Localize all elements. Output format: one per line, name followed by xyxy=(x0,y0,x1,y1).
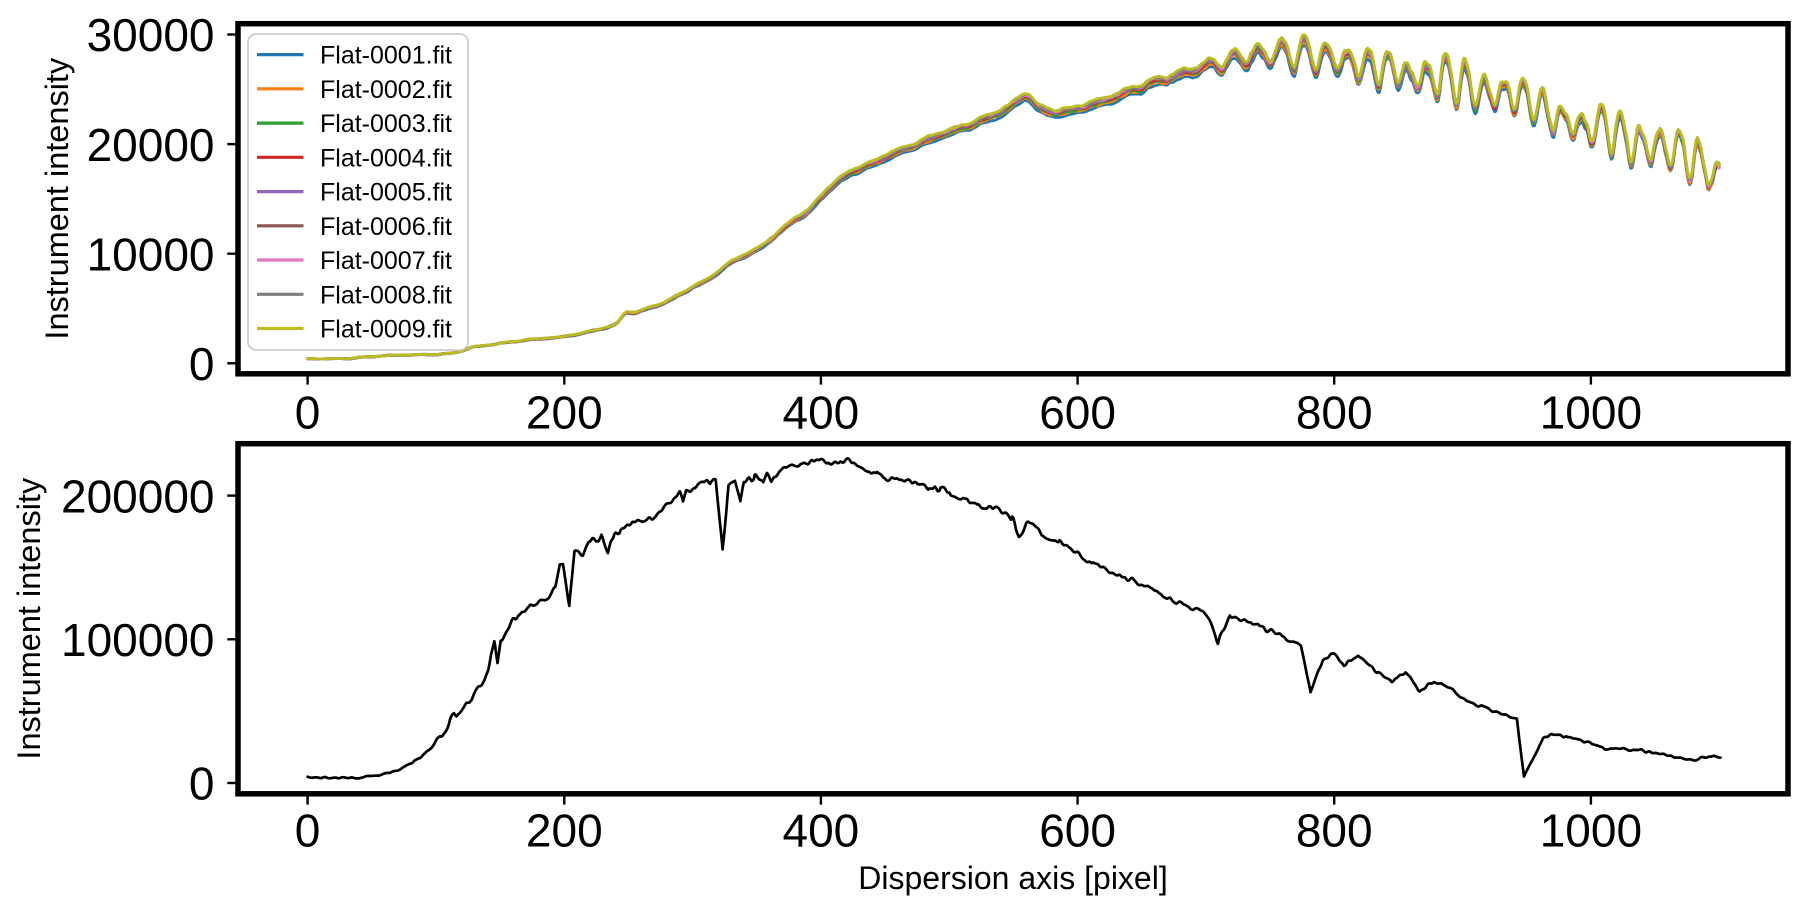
svg-text:10000: 10000 xyxy=(87,228,215,280)
svg-text:1000: 1000 xyxy=(1540,804,1642,856)
svg-text:0: 0 xyxy=(295,386,321,438)
svg-text:400: 400 xyxy=(783,386,860,438)
svg-text:0: 0 xyxy=(189,338,215,390)
svg-text:Instrument intensity: Instrument intensity xyxy=(39,57,75,340)
svg-text:Flat-0002.fit: Flat-0002.fit xyxy=(320,76,452,104)
svg-text:600: 600 xyxy=(1039,804,1116,856)
svg-text:200: 200 xyxy=(526,804,603,856)
svg-text:Flat-0005.fit: Flat-0005.fit xyxy=(320,179,452,207)
svg-text:1000: 1000 xyxy=(1540,386,1642,438)
svg-text:Flat-0004.fit: Flat-0004.fit xyxy=(320,144,452,172)
svg-text:200000: 200000 xyxy=(61,470,215,522)
svg-text:400: 400 xyxy=(783,804,860,856)
svg-text:Flat-0003.fit: Flat-0003.fit xyxy=(320,110,452,138)
svg-text:800: 800 xyxy=(1296,804,1373,856)
svg-text:Dispersion axis [pixel]: Dispersion axis [pixel] xyxy=(858,860,1167,896)
svg-text:0: 0 xyxy=(189,758,215,810)
svg-text:Flat-0008.fit: Flat-0008.fit xyxy=(320,281,452,309)
svg-text:0: 0 xyxy=(295,804,321,856)
svg-text:800: 800 xyxy=(1296,386,1373,438)
svg-text:Flat-0006.fit: Flat-0006.fit xyxy=(320,213,452,241)
svg-text:Instrument intensity: Instrument intensity xyxy=(11,477,47,760)
svg-text:Flat-0001.fit: Flat-0001.fit xyxy=(320,42,452,70)
svg-text:600: 600 xyxy=(1039,386,1116,438)
svg-text:200: 200 xyxy=(526,386,603,438)
svg-text:100000: 100000 xyxy=(61,614,215,666)
svg-text:20000: 20000 xyxy=(87,119,215,171)
svg-text:30000: 30000 xyxy=(87,9,215,61)
svg-text:Flat-0007.fit: Flat-0007.fit xyxy=(320,247,452,275)
svg-text:Flat-0009.fit: Flat-0009.fit xyxy=(320,316,452,344)
